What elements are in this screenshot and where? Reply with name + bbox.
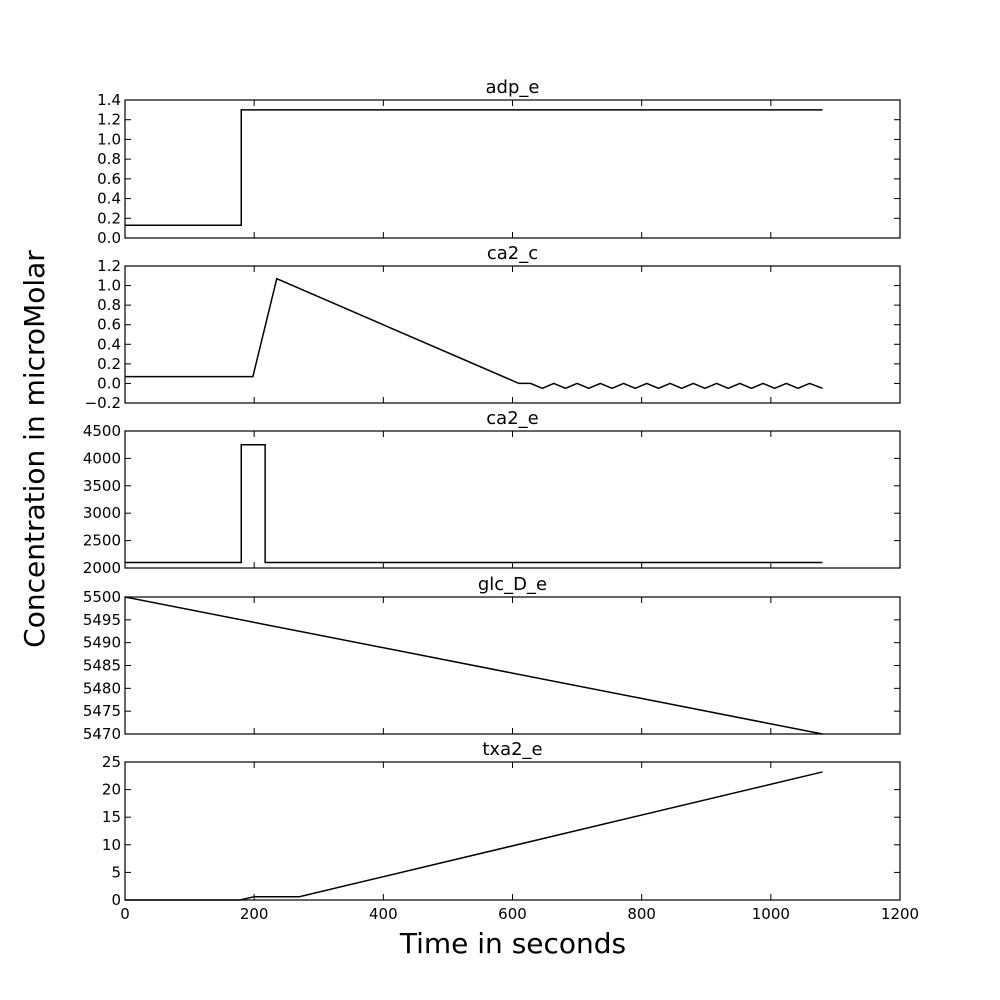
panel-title: ca2_e [486, 408, 538, 429]
y-tick-label: 5500 [83, 588, 121, 606]
y-tick-label: 1.4 [97, 91, 121, 109]
plot-frame [124, 596, 901, 735]
x-tick-label: 600 [498, 905, 527, 923]
series-line [124, 596, 823, 735]
plot-frame [124, 761, 901, 901]
y-tick-label: 5 [111, 863, 121, 881]
series-line [125, 109, 823, 226]
y-tick-label: 0 [111, 891, 121, 909]
x-tick-label: 1000 [752, 905, 790, 923]
y-tick-label: 3500 [83, 477, 121, 495]
y-tick-label: 20 [102, 781, 121, 799]
y-tick-label: 0.0 [97, 374, 121, 392]
y-tick-label: 5475 [83, 702, 121, 720]
y-tick-label: 5470 [83, 725, 121, 743]
y-tick-label: 0.2 [97, 209, 121, 227]
y-tick-label: 2000 [83, 559, 121, 577]
panel-title: ca2_c [487, 243, 538, 264]
subplot-ca2_c: ca2_c −0.2 0.00.2 0.40.6 0.81.0 1.2 [85, 243, 901, 412]
y-tick-label: 4500 [83, 422, 121, 440]
panel-title: adp_e [486, 77, 540, 98]
subplot-glc_D_e: glc_D_e 5470 5475 5480 5485 5490 5495 5500 [83, 574, 901, 743]
x-tick-label: 1200 [881, 905, 919, 923]
panel-title: txa2_e [482, 739, 542, 760]
subplots: adp_e0.00.20.40.60.81.01.21.4ca2_c−0.20.… [83, 77, 919, 923]
y-tick-label: 5485 [83, 657, 121, 675]
y-tick-label: 1.2 [97, 257, 121, 275]
y-tick-label: 15 [102, 808, 121, 826]
subplot-adp_e: adp_e 0.0 0.20.4 0.6 0.8 1.01.2 1.4 [97, 77, 901, 247]
y-tick-label: 0.4 [97, 335, 121, 353]
y-axis-label: Concentration in microMolar [18, 250, 51, 648]
y-tick-label: 5495 [83, 611, 121, 629]
y-tick-label: 0.8 [97, 296, 121, 314]
y-tick-label: 25 [102, 753, 121, 771]
y-tick-label: 0.4 [97, 190, 121, 208]
y-tick-label: 5480 [83, 679, 121, 697]
series-line [125, 771, 823, 901]
y-tick-label: 3000 [83, 504, 121, 522]
series-line [125, 277, 823, 390]
subplot-ca2_e: ca2_e 2000 2500 3000 3500 4000 4500 [83, 408, 901, 577]
series-line [125, 443, 823, 564]
plot-frame [124, 265, 901, 404]
panel-title: glc_D_e [478, 574, 547, 595]
y-tick-label: 1.2 [97, 111, 121, 129]
x-axis-label: Time in seconds [399, 927, 626, 960]
y-tick-label: 0.0 [97, 229, 121, 247]
subplot-txa2_e: txa2_e 0 5 10 15 20 25 0 200 400 600 800 1000 1200 [102, 739, 919, 923]
x-tick-label: 400 [369, 905, 398, 923]
x-tick-label: 800 [627, 905, 656, 923]
y-tick-label: 1.0 [97, 277, 121, 295]
y-tick-label: 0.2 [97, 355, 121, 373]
y-tick-label: 0.6 [97, 316, 121, 334]
y-tick-label: 10 [102, 836, 121, 854]
y-tick-label: 0.6 [97, 170, 121, 188]
y-tick-label: −0.2 [85, 394, 121, 412]
y-tick-label: 0.8 [97, 150, 121, 168]
y-tick-label: 5490 [83, 634, 121, 652]
x-tick-label: 200 [240, 905, 269, 923]
y-tick-label: 2500 [83, 532, 121, 550]
y-tick-label: 1.0 [97, 130, 121, 148]
y-tick-label: 4000 [83, 449, 121, 467]
x-tick-label: 0 [120, 905, 130, 923]
